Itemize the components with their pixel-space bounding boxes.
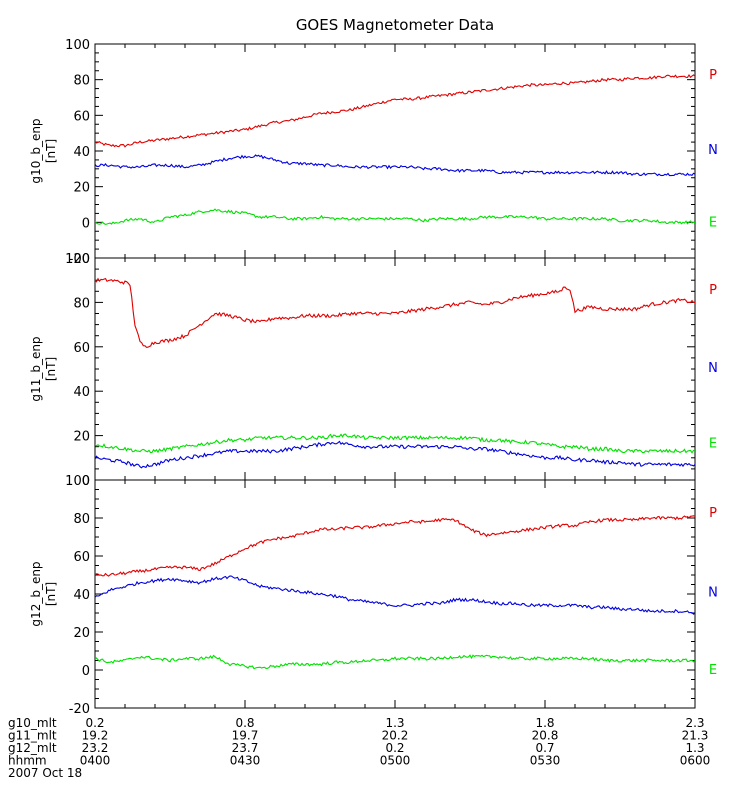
footer-table: g10_mlt 0.2 0.8 1.3 1.8 2.3 g11_mlt 19.2 19.7 20.… <box>8 716 710 780</box>
chart-title: GOES Magnetometer Data <box>296 16 494 34</box>
footer-value: 2.3 <box>685 716 704 730</box>
series-line-e <box>95 433 695 454</box>
y-tick-label: 40 <box>73 385 90 400</box>
y-axis-label: g11_b_enp <box>29 336 43 401</box>
y-axis-unit: [nT] <box>44 357 58 381</box>
series-line-p <box>95 277 695 348</box>
series-line-p <box>95 73 695 148</box>
y-tick-label: 20 <box>73 430 90 445</box>
footer-value: 1.8 <box>535 716 554 730</box>
footer-row-label: g11_mlt <box>8 729 57 743</box>
footer-value: 21.3 <box>682 729 709 743</box>
y-tick-label: 80 <box>73 74 90 89</box>
legend-e: E <box>709 663 717 678</box>
footer-value: 1.3 <box>685 741 704 755</box>
series-line-n <box>95 440 695 469</box>
y-tick-label: 60 <box>73 550 90 565</box>
footer-value: 1.3 <box>385 716 404 730</box>
footer-value: 0400 <box>80 754 111 768</box>
legend-e: E <box>709 436 717 451</box>
panel-3: -20 0 20 40 60 80 100 g12_b_enp [nT] P N E <box>29 474 718 717</box>
y-tick-label: 100 <box>65 474 90 489</box>
footer-value: 0430 <box>230 754 261 768</box>
y-tick-label: 40 <box>73 588 90 603</box>
series-line-e <box>95 654 695 670</box>
footer-value: 0500 <box>380 754 411 768</box>
legend-n: N <box>708 586 718 601</box>
y-tick-label: 20 <box>73 626 90 641</box>
footer-value: 23.7 <box>232 741 259 755</box>
legend-n: N <box>708 361 718 376</box>
y-tick-label: -20 <box>69 252 90 267</box>
footer-value: 20.2 <box>382 729 409 743</box>
legend-p: P <box>709 506 717 521</box>
panel-frame <box>94 479 696 709</box>
footer-row-label: g10_mlt <box>8 716 57 730</box>
y-tick-label: 60 <box>73 341 90 356</box>
footer-value: 0.2 <box>85 716 104 730</box>
panel-1: -20 0 20 40 60 80 100 g10_b_enp [nT] P N E <box>29 38 718 267</box>
series-line-n <box>95 575 695 615</box>
footer-value: 0.2 <box>385 741 404 755</box>
y-axis-label: g12_b_enp <box>29 561 43 626</box>
y-tick-label: 0 <box>82 474 90 489</box>
y-axis-unit: [nT] <box>44 582 58 606</box>
series-line-n <box>95 154 695 177</box>
footer-date: 2007 Oct 18 <box>8 766 82 780</box>
y-tick-label: 80 <box>73 296 90 311</box>
footer-value: 20.8 <box>532 729 559 743</box>
legend-e: E <box>709 216 717 231</box>
footer-value: 0530 <box>530 754 561 768</box>
series-line-p <box>95 515 695 577</box>
footer-value: 19.7 <box>232 729 259 743</box>
panel-frame <box>94 43 696 259</box>
footer-row-label: hhmm <box>8 754 47 768</box>
legend-n: N <box>708 143 718 158</box>
y-tick-label: 40 <box>73 145 90 160</box>
y-tick-label: -20 <box>69 702 90 717</box>
y-axis-label: g10_b_enp <box>29 118 43 183</box>
footer-value: 0.8 <box>235 716 254 730</box>
footer-value: 0.7 <box>535 741 554 755</box>
y-axis-unit: [nT] <box>44 139 58 163</box>
legend-p: P <box>709 283 717 298</box>
legend-p: P <box>709 68 717 83</box>
y-tick-label: 80 <box>73 512 90 527</box>
y-tick-label: 100 <box>65 252 90 267</box>
footer-value: 0600 <box>680 754 711 768</box>
y-tick-label: 60 <box>73 109 90 124</box>
y-tick-label: 100 <box>65 38 90 53</box>
footer-value: 23.2 <box>82 741 109 755</box>
footer-value: 19.2 <box>82 729 109 743</box>
panel-2: 0 20 40 60 80 100 g11_b_enp [nT] P N E <box>29 252 718 489</box>
footer-row-label: g12_mlt <box>8 741 57 755</box>
y-tick-label: 20 <box>73 181 90 196</box>
y-tick-label: 0 <box>82 664 90 679</box>
series-line-e <box>95 208 695 225</box>
y-tick-label: 0 <box>82 216 90 231</box>
